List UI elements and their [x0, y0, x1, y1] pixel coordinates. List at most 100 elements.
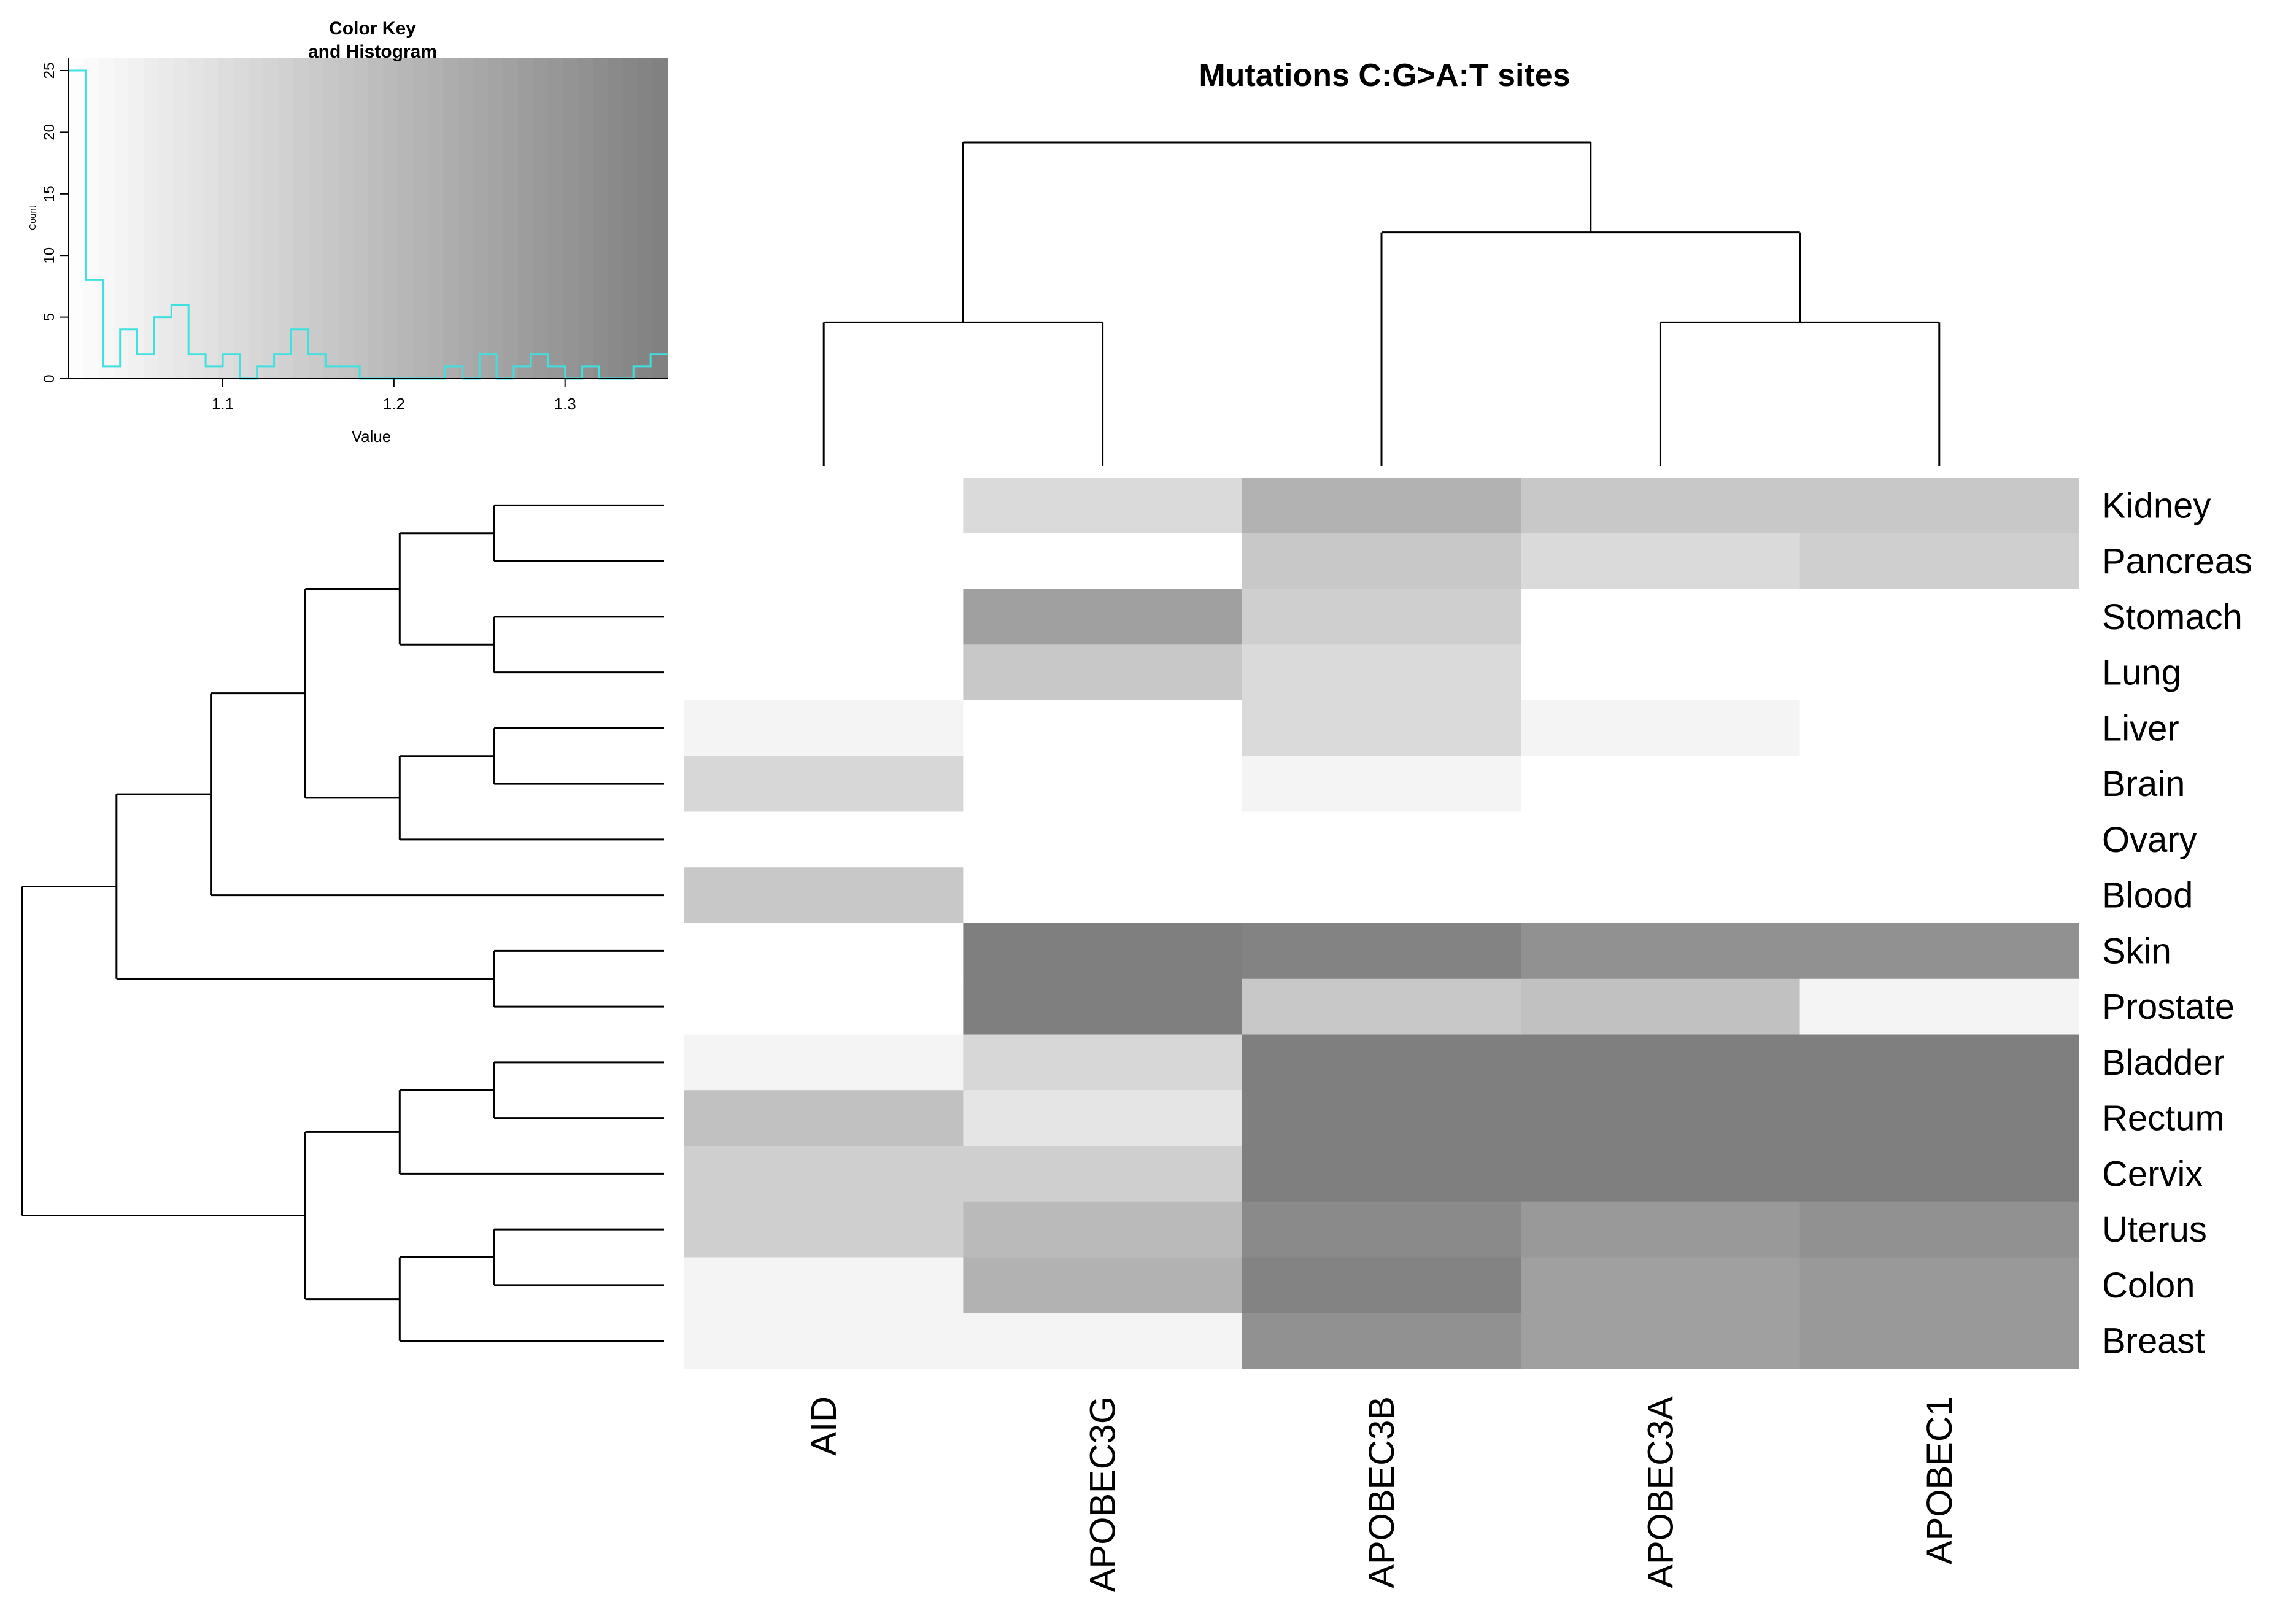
color-key-band: [488, 58, 504, 379]
color-key-band: [128, 58, 144, 379]
heatmap-cell-kidney-apobec1: [1799, 478, 2079, 534]
heatmap-cell-brain-apobec3b: [1242, 756, 1521, 813]
row-label-skin: Skin: [2102, 931, 2171, 971]
color-key-panel: 1.1 1.2 1.3 0 5 10 15 20 25 Color Key and Histog…: [28, 18, 668, 446]
heatmap-cell-bladder-apobec3g: [963, 1034, 1243, 1091]
color-key-title-line2: and Histogram: [308, 42, 437, 62]
color-key-band: [233, 58, 249, 379]
heatmap-cell-stomach-apobec1: [1799, 589, 2079, 645]
color-key-band: [158, 58, 174, 379]
heatmap-cell-ovary-apobec1: [1799, 811, 2079, 868]
heatmap-cell-liver-aid: [684, 700, 964, 757]
row-label-rectum: Rectum: [2102, 1099, 2225, 1139]
heatmap-cell-colon-apobec3b: [1242, 1257, 1521, 1313]
row-label-uterus: Uterus: [2102, 1210, 2207, 1250]
heatmap-cell-prostate-apobec1: [1799, 978, 2079, 1035]
color-key-band: [547, 58, 563, 379]
heatmap-cell-prostate-apobec3g: [963, 978, 1243, 1035]
color-key-band: [218, 58, 234, 379]
heatmap-cell-ovary-aid: [684, 811, 964, 868]
heatmap-cell-breast-apobec3a: [1521, 1313, 1801, 1369]
color-key-band: [593, 58, 608, 379]
row-label-pancreas: Pancreas: [2102, 541, 2252, 581]
color-key-band: [368, 58, 384, 379]
color-key-band: [173, 58, 189, 379]
row-labels: Kidney Pancreas Stomach Lung Liver Brain Ovary…: [2102, 485, 2252, 1361]
heatmap-cell-rectum-aid: [684, 1090, 964, 1146]
color-key-band: [608, 58, 624, 379]
heatmap-cell-blood-apobec3a: [1521, 867, 1801, 924]
heatmap-cell-colon-aid: [684, 1257, 964, 1313]
heatmap-cell-brain-aid: [684, 756, 964, 813]
heatmap-cell-pancreas-apobec3b: [1242, 533, 1521, 590]
heatmap-cell-lung-apobec3g: [963, 644, 1243, 701]
heatmap-cell-liver-apobec3a: [1521, 700, 1801, 757]
color-key-y-tick-label: 20: [41, 124, 58, 141]
row-label-stomach: Stomach: [2102, 597, 2243, 637]
color-key-band: [114, 58, 129, 379]
color-key-axes: 1.1 1.2 1.3 0 5 10 15 20 25: [41, 58, 668, 413]
color-key-y-tick-label: 15: [41, 185, 58, 202]
heatmap-cell-colon-apobec3g: [963, 1257, 1243, 1313]
color-key-band: [473, 58, 489, 379]
heatmap-cell-stomach-apobec3b: [1242, 589, 1521, 645]
heatmap-cell-brain-apobec3g: [963, 756, 1243, 813]
heatmap-cell-breast-apobec3b: [1242, 1313, 1521, 1369]
color-key-band: [638, 58, 654, 379]
heatmap-cell-pancreas-apobec3g: [963, 533, 1243, 590]
heatmap-cell-prostate-apobec3b: [1242, 978, 1521, 1035]
heatmap-cell-colon-apobec1: [1799, 1257, 2079, 1313]
color-key-band: [503, 58, 519, 379]
color-key-band: [518, 58, 533, 379]
row-label-bladder: Bladder: [2102, 1043, 2225, 1083]
color-key-band: [622, 58, 638, 379]
column-label-apobec3a: APOBEC3A: [1640, 1396, 1680, 1588]
heatmap-cell-kidney-apobec3a: [1521, 478, 1801, 534]
heatmap-cell-blood-aid: [684, 867, 964, 924]
heatmap-cell-bladder-aid: [684, 1034, 964, 1091]
heatmap-cell-bladder-apobec1: [1799, 1034, 2079, 1091]
row-label-prostate: Prostate: [2102, 987, 2235, 1027]
heatmap-cell-uterus-aid: [684, 1201, 964, 1258]
row-label-cervix: Cervix: [2102, 1154, 2203, 1194]
heatmap-cell-blood-apobec3g: [963, 867, 1243, 924]
color-key-gradient: [69, 58, 668, 379]
color-key-histogram-line: [69, 69, 668, 380]
heatmap-cell-skin-apobec3b: [1242, 923, 1521, 980]
color-key-band: [248, 58, 264, 379]
heatmap-cell-lung-apobec3a: [1521, 644, 1801, 701]
heatmap-cell-blood-apobec3b: [1242, 867, 1521, 924]
heatmap-cell-ovary-apobec3b: [1242, 811, 1521, 868]
color-key-y-tick-label: 5: [41, 313, 58, 321]
heatmap-cell-rectum-apobec3g: [963, 1090, 1243, 1146]
heatmap-cell-skin-apobec3g: [963, 923, 1243, 980]
color-key-ylabel: Count: [28, 205, 38, 230]
color-key-histogram: [69, 69, 668, 380]
heatmap-cell-cervix-aid: [684, 1146, 964, 1202]
heatmap-cell-prostate-apobec3a: [1521, 978, 1801, 1035]
heatmap-cell-colon-apobec3a: [1521, 1257, 1801, 1313]
color-key-band: [203, 58, 219, 379]
heatmap-cell-stomach-aid: [684, 589, 964, 645]
color-key-band: [652, 58, 668, 379]
heatmap-cell-rectum-apobec3a: [1521, 1090, 1801, 1146]
color-key-band: [563, 58, 579, 379]
heatmap-cell-stomach-apobec3a: [1521, 589, 1801, 645]
color-key-band: [428, 58, 444, 379]
color-key-x-tick-label: 1.1: [212, 395, 234, 413]
column-label-apobec3b: APOBEC3B: [1362, 1396, 1402, 1588]
color-key-band: [98, 58, 114, 379]
row-label-brain: Brain: [2102, 764, 2185, 804]
heatmap-cell-rectum-apobec1: [1799, 1090, 2079, 1146]
heatmap-cell-cervix-apobec3b: [1242, 1146, 1521, 1202]
heatmap-cell-uterus-apobec3b: [1242, 1201, 1521, 1258]
heatmap-cell-skin-apobec3a: [1521, 923, 1801, 980]
row-label-liver: Liver: [2102, 708, 2179, 748]
heatmap-cell-ovary-apobec3g: [963, 811, 1243, 868]
heatmap-cell-ovary-apobec3a: [1521, 811, 1801, 868]
heatmap-cell-uterus-apobec3g: [963, 1201, 1243, 1258]
heatmap-cell-breast-aid: [684, 1313, 964, 1369]
color-key-y-tick-label: 0: [41, 374, 58, 382]
color-key-band: [308, 58, 324, 379]
chart-title: Mutations C:G>A:T sites: [1199, 58, 1570, 93]
